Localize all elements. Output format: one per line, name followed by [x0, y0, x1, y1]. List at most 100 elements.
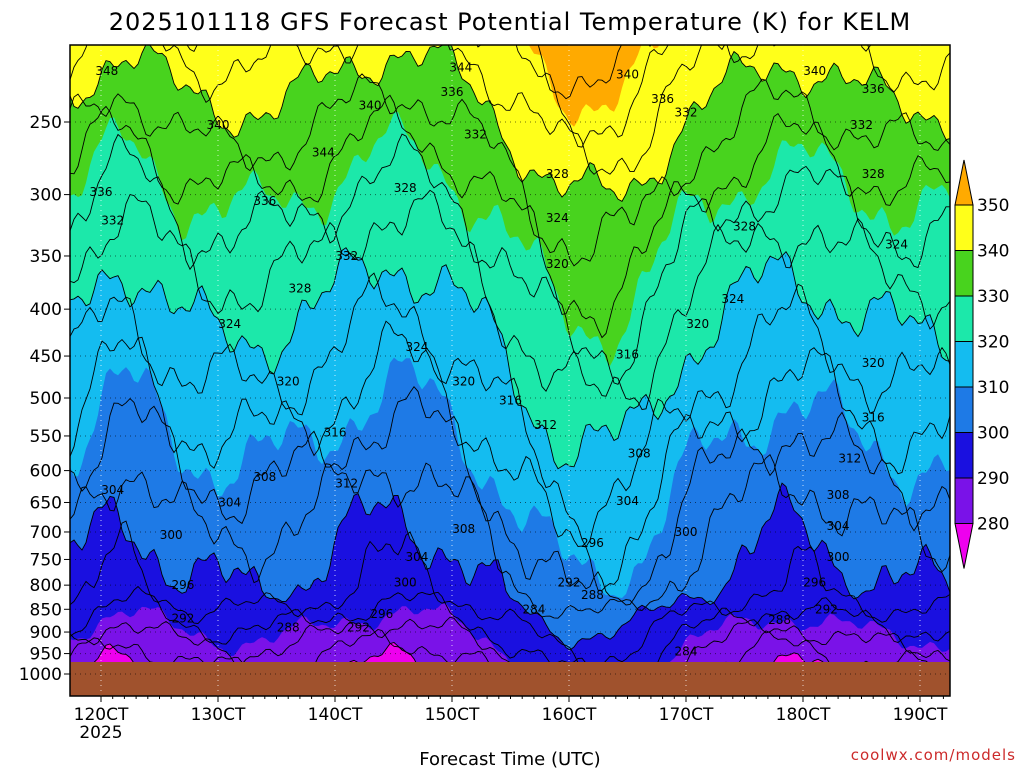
contour-label: 304 [827, 519, 850, 533]
y-tick-label: 900 [30, 623, 62, 643]
colorbar-segment [954, 477, 974, 524]
x-tick-label: 150CT [425, 705, 480, 725]
grid-lines [70, 45, 950, 696]
isoline-336 [70, 73, 950, 267]
colorbar-label: 350 [977, 196, 1009, 216]
x-tick-label: 140CT [308, 705, 363, 725]
contour-label: 320 [546, 257, 569, 271]
x-tick-label: 170CT [659, 705, 714, 725]
y-tick-label: 700 [30, 523, 62, 543]
contour-label: 320 [452, 375, 475, 389]
y-tick-label: 500 [30, 389, 62, 409]
contour-label: 304 [218, 495, 241, 509]
contour-label: 300 [394, 576, 417, 590]
contour-label: 312 [534, 418, 557, 432]
contour-label: 340 [207, 118, 230, 132]
contour-label: 292 [171, 612, 194, 626]
x-tick-label: 190CT [893, 705, 948, 725]
credit-text: coolwx.com/models [851, 746, 1016, 764]
y-tick-label: 350 [30, 247, 62, 267]
contour-label: 336 [90, 185, 113, 199]
x-axis: 120CT 130CT 140CT 150CT 160CT 170CT 180CT 190CT… [74, 696, 948, 743]
y-tick-label: 600 [30, 462, 62, 482]
isoline-308 [70, 385, 950, 606]
contour-label: 324 [885, 237, 908, 251]
contour-label: 344 [312, 146, 335, 160]
y-tick-label: 800 [30, 576, 62, 596]
contour-label: 320 [277, 375, 300, 389]
contour-label: 344 [449, 60, 472, 74]
contour-label: 284 [675, 644, 698, 658]
isoline-340 [70, 45, 950, 203]
contour-label: 288 [768, 613, 791, 627]
contour-label: 296 [171, 578, 194, 592]
contour-label: 308 [452, 522, 475, 536]
isoline-328 [70, 133, 950, 385]
y-tick-label: 450 [30, 347, 62, 367]
colorbar-bottom-arrow [954, 523, 974, 569]
contour-label: 300 [827, 550, 850, 564]
y-tick-label: 950 [30, 645, 62, 665]
contour-label: 340 [616, 68, 639, 82]
contour-label: 336 [651, 92, 674, 106]
contour-label: 296 [803, 576, 826, 590]
contour-label: 288 [581, 588, 604, 602]
y-tick-label: 400 [30, 300, 62, 320]
colorbar-label: 300 [977, 424, 1009, 444]
contour-label: 284 [522, 602, 545, 616]
y-axis: 250 300 350 400 450 500 550 600 650 700 750 800 850 9… [19, 113, 70, 685]
contour-label: 292 [558, 576, 581, 590]
contour-label: 300 [160, 528, 183, 542]
y-tick-label: 650 [30, 493, 62, 513]
contour-label: 300 [675, 525, 698, 539]
contour-label: 332 [675, 105, 698, 119]
colorbar-segment [954, 295, 974, 342]
contour-label: 288 [277, 621, 300, 635]
colorbar-label: 310 [977, 378, 1009, 398]
colorbar-segment [954, 386, 974, 433]
x-tick-label: 120CT [74, 705, 129, 725]
contour-label: 324 [546, 211, 569, 225]
isoline-292 [70, 585, 950, 686]
x-tick-label: 180CT [776, 705, 831, 725]
contour-label: 328 [733, 219, 756, 233]
chart-title: 2025101118 GFS Forecast Potential Temper… [109, 8, 911, 36]
colorbar-segment [954, 204, 974, 251]
contour-label: 316 [862, 410, 885, 424]
contour-label: 328 [288, 282, 311, 296]
isoline-344 [70, 45, 950, 175]
isoline-332 [70, 94, 950, 339]
contour-label: 348 [95, 64, 118, 78]
contour-label: 316 [616, 347, 639, 361]
contour-label: 336 [862, 82, 885, 96]
colorbar-label: 320 [977, 333, 1009, 353]
contour-label: 312 [838, 451, 861, 465]
contour-label: 340 [359, 99, 382, 113]
contour-label: 320 [862, 356, 885, 370]
contour-label: 324 [218, 317, 241, 331]
contour-label: 336 [441, 85, 464, 99]
x-axis-label: Forecast Time (UTC) [419, 749, 600, 768]
y-tick-label: 750 [30, 550, 62, 570]
colorbar-label: 290 [977, 469, 1009, 489]
contour-label: 328 [862, 167, 885, 181]
contour-label: 324 [721, 292, 744, 306]
isoline-312 [70, 320, 950, 591]
contour-label: 328 [546, 167, 569, 181]
colorbar: 350 340 330 320 310 300 290 280 [954, 159, 1009, 569]
contour-label: 340 [803, 64, 826, 78]
contour-label: 324 [405, 340, 428, 354]
colorbar-label: 330 [977, 287, 1009, 307]
y-tick-label: 850 [30, 600, 62, 620]
contour-label: 312 [335, 477, 358, 491]
colorbar-label: 280 [977, 515, 1009, 535]
contour-label: 308 [628, 447, 651, 461]
contour-label: 336 [253, 194, 276, 208]
contour-label: 296 [370, 607, 393, 621]
colorbar-segment [954, 250, 974, 297]
isoline-300 [70, 482, 950, 651]
x-tick-label: 130CT [191, 705, 246, 725]
